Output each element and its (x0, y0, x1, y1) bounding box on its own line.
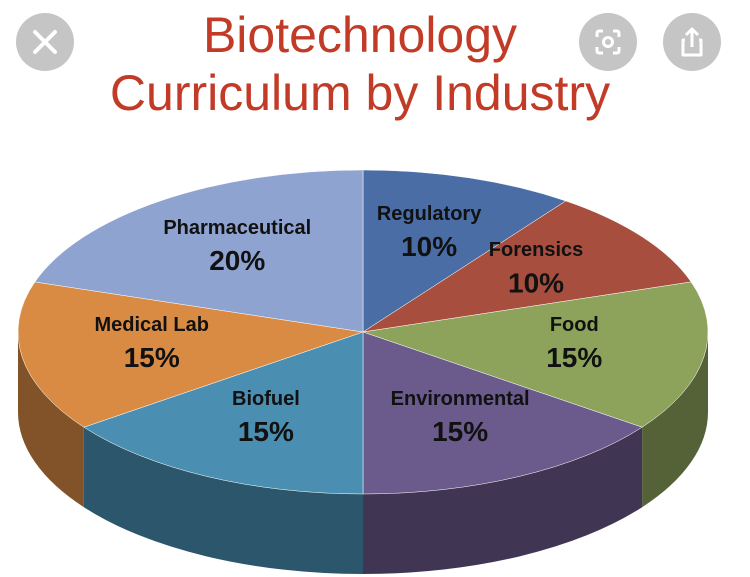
slice-side (83, 427, 364, 574)
slice-label: Environmental (391, 388, 530, 410)
lens-button[interactable] (579, 13, 637, 71)
slice (34, 169, 364, 333)
slice (362, 200, 692, 333)
close-icon (33, 30, 57, 54)
slice-label: Pharmaceutical (163, 217, 311, 239)
slice (83, 331, 364, 495)
close-button[interactable] (16, 13, 74, 71)
chart-title: Biotechnology Curriculum by Industry (109, 7, 611, 121)
value-label: 20% (209, 245, 265, 276)
slice-side (642, 332, 708, 508)
value-label: 15% (432, 416, 488, 447)
slice-label: Regulatory (377, 203, 482, 225)
slice (362, 281, 709, 428)
slice-label: Forensics (489, 239, 583, 261)
value-label: 15% (546, 342, 602, 373)
share-button[interactable] (663, 13, 721, 71)
slice-label: Medical Lab (94, 314, 208, 336)
slice (362, 331, 643, 495)
value-label: 15% (124, 342, 180, 373)
value-label: 10% (401, 231, 457, 262)
lens-icon (595, 29, 621, 55)
slice-side (18, 332, 84, 508)
slice (17, 281, 364, 428)
slice-side (363, 427, 643, 574)
share-icon (681, 27, 703, 57)
slice (362, 169, 567, 333)
value-label: 15% (238, 416, 294, 447)
value-label: 10% (508, 267, 564, 298)
slice-label: Food (550, 314, 599, 336)
slice-label: Biofuel (232, 388, 300, 410)
